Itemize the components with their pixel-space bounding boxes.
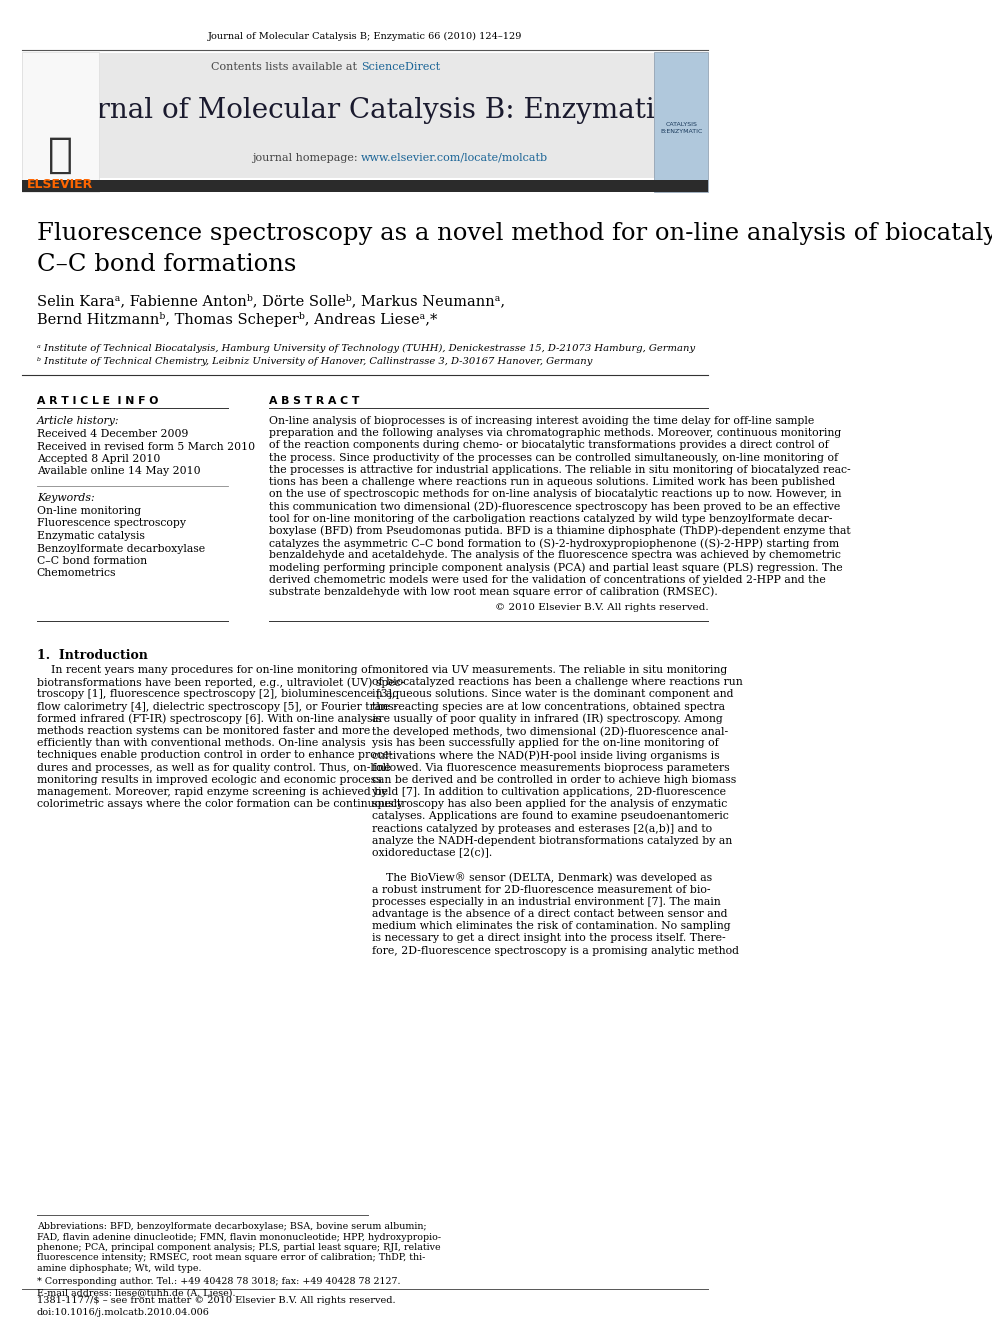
Text: phenone; PCA, principal component analysis; PLS, partial least square; RJI, rela: phenone; PCA, principal component analys… bbox=[37, 1244, 440, 1252]
Text: the process. Since productivity of the processes can be controlled simultaneousl: the process. Since productivity of the p… bbox=[269, 452, 838, 463]
Text: of the reaction components during chemo- or biocatalytic transformations provide: of the reaction components during chemo-… bbox=[269, 441, 828, 450]
Text: troscopy [1], fluorescence spectroscopy [2], bioluminescence [3],: troscopy [1], fluorescence spectroscopy … bbox=[37, 689, 395, 700]
Text: Fluorescence spectroscopy: Fluorescence spectroscopy bbox=[37, 519, 186, 528]
Text: Journal of Molecular Catalysis B; Enzymatic 66 (2010) 124–129: Journal of Molecular Catalysis B; Enzyma… bbox=[208, 32, 523, 41]
Text: dures and processes, as well as for quality control. Thus, on-line: dures and processes, as well as for qual… bbox=[37, 762, 391, 773]
Text: oxidoreductase [2(c)].: oxidoreductase [2(c)]. bbox=[372, 848, 492, 859]
Text: Journal of Molecular Catalysis B: Enzymatic: Journal of Molecular Catalysis B: Enzyma… bbox=[52, 97, 671, 123]
Text: Benzoylformate decarboxylase: Benzoylformate decarboxylase bbox=[37, 544, 205, 553]
Text: Chemometrics: Chemometrics bbox=[37, 569, 116, 578]
Text: in aqueous solutions. Since water is the dominant component and: in aqueous solutions. Since water is the… bbox=[372, 689, 733, 700]
Text: On-line analysis of bioprocesses is of increasing interest avoiding the time del: On-line analysis of bioprocesses is of i… bbox=[269, 415, 814, 426]
Text: flow calorimetry [4], dielectric spectroscopy [5], or Fourier trans-: flow calorimetry [4], dielectric spectro… bbox=[37, 701, 397, 712]
Text: Accepted 8 April 2010: Accepted 8 April 2010 bbox=[37, 454, 160, 464]
Text: formed infrared (FT-IR) spectroscopy [6]. With on-line analysis: formed infrared (FT-IR) spectroscopy [6]… bbox=[37, 714, 381, 725]
Text: * Corresponding author. Tel.: +49 40428 78 3018; fax: +49 40428 78 2127.: * Corresponding author. Tel.: +49 40428 … bbox=[37, 1278, 401, 1286]
Bar bbox=[22, 52, 99, 192]
Text: ScienceDirect: ScienceDirect bbox=[361, 62, 440, 71]
Text: the reacting species are at low concentrations, obtained spectra: the reacting species are at low concentr… bbox=[372, 701, 725, 712]
Text: fluorescence intensity; RMSEC, root mean square error of calibration; ThDP, thi-: fluorescence intensity; RMSEC, root mean… bbox=[37, 1253, 426, 1262]
Text: Received in revised form 5 March 2010: Received in revised form 5 March 2010 bbox=[37, 442, 255, 451]
Text: medium which eliminates the risk of contamination. No sampling: medium which eliminates the risk of cont… bbox=[372, 921, 730, 931]
Text: Article history:: Article history: bbox=[37, 415, 119, 426]
Text: the processes is attractive for industrial applications. The reliable in situ mo: the processes is attractive for industri… bbox=[269, 464, 850, 475]
Text: derived chemometric models were used for the validation of concentrations of yie: derived chemometric models were used for… bbox=[269, 574, 825, 585]
Text: are usually of poor quality in infrared (IR) spectroscopy. Among: are usually of poor quality in infrared … bbox=[372, 714, 722, 725]
Text: amine diphosphate; Wt, wild type.: amine diphosphate; Wt, wild type. bbox=[37, 1263, 201, 1273]
Text: A R T I C L E  I N F O: A R T I C L E I N F O bbox=[37, 396, 158, 406]
Text: techniques enable production control in order to enhance proce-: techniques enable production control in … bbox=[37, 750, 393, 761]
Text: Bernd Hitzmannᵇ, Thomas Scheperᵇ, Andreas Lieseᵃ,*: Bernd Hitzmannᵇ, Thomas Scheperᵇ, Andrea… bbox=[37, 312, 437, 327]
Text: substrate benzaldehyde with low root mean square error of calibration (RMSEC).: substrate benzaldehyde with low root mea… bbox=[269, 587, 717, 598]
Text: biotransformations have been reported, e.g., ultraviolet (UV) spec-: biotransformations have been reported, e… bbox=[37, 677, 404, 688]
Text: Available online 14 May 2010: Available online 14 May 2010 bbox=[37, 467, 200, 476]
Text: Contents lists available at: Contents lists available at bbox=[211, 62, 361, 71]
Text: ELSEVIER: ELSEVIER bbox=[27, 179, 93, 192]
Text: this communication two dimensional (2D)-fluorescence spectroscopy has been prove: this communication two dimensional (2D)-… bbox=[269, 501, 840, 512]
Text: of biocatalyzed reactions has been a challenge where reactions run: of biocatalyzed reactions has been a cha… bbox=[372, 677, 743, 687]
Text: reactions catalyzed by proteases and esterases [2(a,b)] and to: reactions catalyzed by proteases and est… bbox=[372, 824, 712, 835]
Bar bbox=[22, 53, 657, 179]
Text: is necessary to get a direct insight into the process itself. There-: is necessary to get a direct insight int… bbox=[372, 934, 725, 943]
Text: C–C bond formations: C–C bond formations bbox=[37, 253, 297, 277]
Text: Abbreviations: BFD, benzoylformate decarboxylase; BSA, bovine serum albumin;: Abbreviations: BFD, benzoylformate decar… bbox=[37, 1222, 427, 1230]
Text: analyze the NADH-dependent biotransformations catalyzed by an: analyze the NADH-dependent biotransforma… bbox=[372, 836, 732, 845]
Text: C–C bond formation: C–C bond formation bbox=[37, 556, 147, 566]
Text: monitored via UV measurements. The reliable in situ monitoring: monitored via UV measurements. The relia… bbox=[372, 665, 727, 675]
Text: on the use of spectroscopic methods for on-line analysis of biocatalytic reactio: on the use of spectroscopic methods for … bbox=[269, 490, 841, 499]
Text: ysis has been successfully applied for the on-line monitoring of: ysis has been successfully applied for t… bbox=[372, 738, 718, 749]
Text: methods reaction systems can be monitored faster and more: methods reaction systems can be monitore… bbox=[37, 726, 370, 736]
Text: tool for on-line monitoring of the carboligation reactions catalyzed by wild typ: tool for on-line monitoring of the carbo… bbox=[269, 513, 832, 524]
Text: management. Moreover, rapid enzyme screening is achieved by: management. Moreover, rapid enzyme scree… bbox=[37, 787, 387, 796]
Text: monitoring results in improved ecologic and economic process: monitoring results in improved ecologic … bbox=[37, 775, 382, 785]
Text: On-line monitoring: On-line monitoring bbox=[37, 505, 141, 516]
Text: CATALYSIS
B:ENZYMATIC: CATALYSIS B:ENZYMATIC bbox=[660, 122, 702, 134]
Text: E-mail address: liese@tuhh.de (A. Liese).: E-mail address: liese@tuhh.de (A. Liese)… bbox=[37, 1289, 235, 1298]
Text: colorimetric assays where the color formation can be continuously: colorimetric assays where the color form… bbox=[37, 799, 403, 810]
Text: 1381-1177/$ – see front matter © 2010 Elsevier B.V. All rights reserved.: 1381-1177/$ – see front matter © 2010 El… bbox=[37, 1297, 396, 1304]
Text: preparation and the following analyses via chromatographic methods. Moreover, co: preparation and the following analyses v… bbox=[269, 429, 841, 438]
Text: efficiently than with conventional methods. On-line analysis: efficiently than with conventional metho… bbox=[37, 738, 365, 749]
Text: advantage is the absence of a direct contact between sensor and: advantage is the absence of a direct con… bbox=[372, 909, 727, 919]
Text: the developed methods, two dimensional (2D)-fluorescence anal-: the developed methods, two dimensional (… bbox=[372, 726, 728, 737]
Text: Keywords:: Keywords: bbox=[37, 493, 94, 503]
Text: 🌳: 🌳 bbox=[48, 134, 72, 176]
Text: www.elsevier.com/locate/molcatb: www.elsevier.com/locate/molcatb bbox=[361, 153, 548, 163]
Text: tions has been a challenge where reactions run in aqueous solutions. Limited wor: tions has been a challenge where reactio… bbox=[269, 478, 835, 487]
Text: modeling performing principle component analysis (PCA) and partial least square : modeling performing principle component … bbox=[269, 562, 842, 573]
Text: cultivations where the NAD(P)H-pool inside living organisms is: cultivations where the NAD(P)H-pool insi… bbox=[372, 750, 719, 761]
Text: fore, 2D-fluorescence spectroscopy is a promising analytic method: fore, 2D-fluorescence spectroscopy is a … bbox=[372, 946, 739, 955]
Text: Fluorescence spectroscopy as a novel method for on-line analysis of biocatalytic: Fluorescence spectroscopy as a novel met… bbox=[37, 222, 992, 245]
Text: spectroscopy has also been applied for the analysis of enzymatic: spectroscopy has also been applied for t… bbox=[372, 799, 727, 810]
Text: benzaldehyde and acetaldehyde. The analysis of the fluorescence spectra was achi: benzaldehyde and acetaldehyde. The analy… bbox=[269, 550, 840, 560]
Text: can be derived and be controlled in order to achieve high biomass: can be derived and be controlled in orde… bbox=[372, 775, 736, 785]
Text: A B S T R A C T: A B S T R A C T bbox=[269, 396, 359, 406]
Text: 1.  Introduction: 1. Introduction bbox=[37, 650, 148, 662]
Text: journal homepage:: journal homepage: bbox=[252, 153, 361, 163]
Text: processes especially in an industrial environment [7]. The main: processes especially in an industrial en… bbox=[372, 897, 720, 906]
Text: a robust instrument for 2D-fluorescence measurement of bio-: a robust instrument for 2D-fluorescence … bbox=[372, 885, 710, 894]
Text: The BioView® sensor (DELTA, Denmark) was developed as: The BioView® sensor (DELTA, Denmark) was… bbox=[372, 872, 712, 884]
Text: Enzymatic catalysis: Enzymatic catalysis bbox=[37, 531, 145, 541]
Text: catalyses. Applications are found to examine pseudoenantomeric: catalyses. Applications are found to exa… bbox=[372, 811, 729, 822]
Text: doi:10.1016/j.molcatb.2010.04.006: doi:10.1016/j.molcatb.2010.04.006 bbox=[37, 1308, 209, 1316]
Text: FAD, flavin adenine dinucleotide; FMN, flavin mononucleotide; HPP, hydroxypropio: FAD, flavin adenine dinucleotide; FMN, f… bbox=[37, 1233, 441, 1241]
Text: yield [7]. In addition to cultivation applications, 2D-fluorescence: yield [7]. In addition to cultivation ap… bbox=[372, 787, 726, 796]
Text: In recent years many procedures for on-line monitoring of: In recent years many procedures for on-l… bbox=[37, 665, 372, 675]
Text: Received 4 December 2009: Received 4 December 2009 bbox=[37, 429, 188, 439]
Text: Selin Karaᵃ, Fabienne Antonᵇ, Dörte Solleᵇ, Markus Neumannᵃ,: Selin Karaᵃ, Fabienne Antonᵇ, Dörte Soll… bbox=[37, 294, 505, 308]
Text: followed. Via fluorescence measurements bioprocess parameters: followed. Via fluorescence measurements … bbox=[372, 762, 729, 773]
Text: boxylase (BFD) from Pseudomonas putida. BFD is a thiamine diphosphate (ThDP)-dep: boxylase (BFD) from Pseudomonas putida. … bbox=[269, 525, 850, 536]
Bar bbox=[654, 52, 708, 192]
Text: © 2010 Elsevier B.V. All rights reserved.: © 2010 Elsevier B.V. All rights reserved… bbox=[495, 603, 708, 613]
Text: catalyzes the asymmetric C–C bond formation to (S)-2-hydroxypropiophenone ((S)-2: catalyzes the asymmetric C–C bond format… bbox=[269, 538, 839, 549]
Text: ᵇ Institute of Technical Chemistry, Leibniz University of Hanover, Callinstrasse: ᵇ Institute of Technical Chemistry, Leib… bbox=[37, 357, 592, 366]
Bar bbox=[22, 180, 708, 192]
Text: ᵃ Institute of Technical Biocatalysis, Hamburg University of Technology (TUHH), : ᵃ Institute of Technical Biocatalysis, H… bbox=[37, 344, 695, 353]
